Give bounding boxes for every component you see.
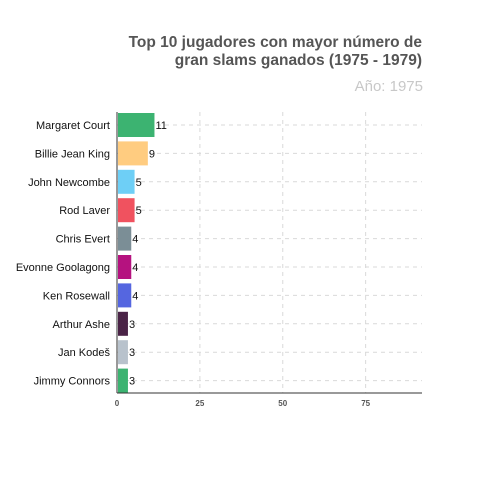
value-label-0: 11 [155, 120, 166, 132]
x-tick-label-2: 50 [278, 399, 287, 408]
grid-lines [117, 112, 422, 393]
category-label-8: Jan Kodeš [58, 347, 110, 359]
category-label-5: Evonne Goolagong [16, 262, 110, 274]
x-tick-label-0: 0 [115, 399, 120, 408]
x-tick-label-1: 25 [195, 399, 204, 408]
chart-subtitle: Año: 1975 [354, 78, 423, 95]
bar-3 [118, 198, 135, 223]
category-label-2: John Newcombe [28, 177, 110, 189]
value-label-7: 3 [129, 319, 135, 331]
x-tick-label-3: 75 [361, 399, 370, 408]
category-label-0: Margaret Court [36, 120, 110, 132]
value-label-8: 3 [129, 347, 135, 359]
category-label-4: Chris Evert [56, 234, 110, 246]
bar-6 [118, 283, 132, 308]
value-labels: 11 9 5 5 4 4 4 3 3 3 [129, 120, 167, 388]
bar-2 [118, 169, 135, 194]
category-label-6: Ken Rosewall [43, 290, 110, 302]
category-labels: Margaret Court Billie Jean King John Newco… [16, 120, 111, 388]
chart-title-line-2: gran slams ganados (1975 - 1979) [174, 52, 422, 69]
bar-0 [118, 113, 155, 137]
axes: 0 25 50 75 [115, 112, 422, 408]
chart-title-line-1: Top 10 jugadores con mayor número de [128, 34, 422, 51]
category-label-7: Arthur Ashe [53, 319, 110, 331]
value-label-5: 4 [132, 262, 138, 274]
value-label-2: 5 [136, 177, 142, 189]
category-label-3: Rod Laver [59, 205, 110, 217]
bar-9 [118, 368, 128, 393]
bar-4 [118, 226, 132, 251]
value-label-1: 9 [149, 148, 155, 160]
value-label-9: 3 [129, 376, 135, 388]
value-label-6: 4 [132, 290, 138, 302]
bars [118, 113, 155, 393]
category-label-1: Billie Jean King [35, 148, 110, 160]
chart-title: Top 10 jugadores con mayor número de gra… [60, 34, 422, 70]
bar-8 [118, 340, 128, 365]
bar-1 [118, 141, 148, 166]
bar-7 [118, 311, 128, 336]
value-label-3: 5 [136, 205, 142, 217]
value-label-4: 4 [132, 234, 138, 246]
category-label-9: Jimmy Connors [34, 376, 111, 388]
bar-5 [118, 255, 132, 279]
